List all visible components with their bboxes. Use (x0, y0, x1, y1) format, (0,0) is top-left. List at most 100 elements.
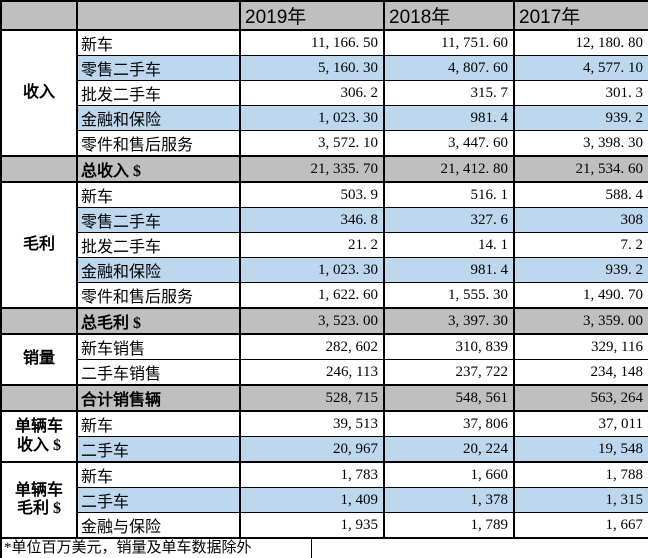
row-label[interactable]: 零售二手车 (76, 55, 241, 81)
corner-cell-label[interactable] (76, 0, 241, 31)
year-header-2018[interactable]: 2018年 (383, 0, 515, 31)
year-header-2017[interactable]: 2017年 (513, 0, 648, 31)
value-cell[interactable]: 4, 577. 10 (513, 55, 648, 81)
row-label[interactable]: 新车 (76, 29, 241, 56)
value-cell[interactable]: 1, 788 (513, 461, 648, 488)
table-row: 批发二手车 21. 2 14. 1 7. 2 (1, 232, 648, 258)
value-cell[interactable]: 1, 409 (239, 487, 385, 513)
value-cell[interactable]: 11, 166. 50 (239, 29, 385, 56)
value-cell[interactable]: 21. 2 (239, 232, 385, 258)
row-label[interactable]: 二手车 (76, 487, 241, 513)
section-spacer-cell[interactable] (0, 307, 78, 335)
row-label[interactable]: 新车 (76, 410, 241, 437)
value-cell[interactable]: 3, 523. 00 (239, 307, 385, 335)
value-cell[interactable]: 12, 180. 80 (513, 29, 648, 56)
value-cell[interactable]: 282, 602 (239, 333, 385, 360)
value-cell[interactable]: 37, 806 (383, 410, 515, 437)
value-cell[interactable]: 1, 660 (383, 461, 515, 488)
section-spacer-cell[interactable] (0, 155, 78, 183)
value-cell[interactable]: 4, 807. 60 (383, 55, 515, 81)
corner-cell-section[interactable] (0, 0, 78, 31)
financial-table: 2019年 2018年 2017年 收入 新车 11, 166. 50 11, 751… (0, 0, 648, 539)
value-cell[interactable]: 7. 2 (513, 232, 648, 258)
value-cell[interactable]: 1, 622. 60 (239, 282, 385, 309)
table-row: 二手车 1, 409 1, 378 1, 315 (1, 487, 648, 513)
row-label[interactable]: 合计销售辆 (76, 384, 241, 412)
value-cell[interactable]: 981. 4 (383, 105, 515, 131)
section-label[interactable]: 单辆车 收入 $ (0, 410, 78, 463)
value-cell[interactable]: 588. 4 (513, 181, 648, 208)
value-cell[interactable]: 37, 011 (513, 410, 648, 437)
value-cell[interactable]: 1, 555. 30 (383, 282, 515, 309)
value-cell[interactable]: 548, 561 (383, 384, 515, 412)
value-cell[interactable]: 20, 224 (383, 436, 515, 463)
value-cell[interactable]: 11, 751. 60 (383, 29, 515, 56)
value-cell[interactable]: 3, 359. 00 (513, 307, 648, 335)
table-row: 批发二手车 306. 2 315. 7 301. 3 (1, 80, 648, 106)
row-label[interactable]: 总毛利 $ (76, 307, 241, 335)
row-label[interactable]: 新车 (76, 461, 241, 488)
value-cell[interactable]: 1, 023. 30 (239, 257, 385, 283)
value-cell[interactable]: 237, 722 (383, 359, 515, 386)
value-cell[interactable]: 14. 1 (383, 232, 515, 258)
value-cell[interactable]: 39, 513 (239, 410, 385, 437)
value-cell[interactable]: 981. 4 (383, 257, 515, 283)
section-label[interactable]: 销量 (0, 333, 78, 386)
section-label[interactable]: 毛利 (0, 181, 78, 309)
year-header-2019[interactable]: 2019年 (239, 0, 385, 31)
value-cell[interactable]: 306. 2 (239, 80, 385, 106)
row-label[interactable]: 新车销售 (76, 333, 241, 360)
section-spacer-cell[interactable] (0, 384, 78, 412)
row-label[interactable]: 批发二手车 (76, 80, 241, 106)
value-cell[interactable]: 1, 378 (383, 487, 515, 513)
value-cell[interactable]: 21, 534. 60 (513, 155, 648, 183)
table-row: 单辆车 毛利 $ 新车 1, 783 1, 660 1, 788 (0, 461, 648, 539)
value-cell[interactable]: 234, 148 (513, 359, 648, 386)
value-cell[interactable]: 246, 113 (239, 359, 385, 386)
value-cell[interactable]: 329, 116 (513, 333, 648, 360)
row-label[interactable]: 二手车销售 (76, 359, 241, 386)
value-cell[interactable]: 503. 9 (239, 181, 385, 208)
value-cell[interactable]: 939. 2 (513, 257, 648, 283)
value-cell[interactable]: 20, 967 (239, 436, 385, 463)
row-label[interactable]: 二手车 (76, 436, 241, 463)
value-cell[interactable]: 315. 7 (383, 80, 515, 106)
value-cell[interactable]: 563, 264 (513, 384, 648, 412)
value-cell[interactable]: 1, 315 (513, 487, 648, 513)
value-cell[interactable]: 19, 548 (513, 436, 648, 463)
row-label[interactable]: 新车 (76, 181, 241, 208)
value-cell[interactable]: 3, 447. 60 (383, 130, 515, 157)
value-cell[interactable]: 301. 3 (513, 80, 648, 106)
value-cell[interactable]: 310, 839 (383, 333, 515, 360)
section-label[interactable]: 收入 (0, 29, 78, 157)
value-cell[interactable]: 939. 2 (513, 105, 648, 131)
value-cell[interactable]: 346. 8 (239, 207, 385, 233)
value-cell[interactable]: 3, 572. 10 (239, 130, 385, 157)
row-label[interactable]: 批发二手车 (76, 232, 241, 258)
table-row: 零售二手车 5, 160. 30 4, 807. 60 4, 577. 10 (1, 55, 648, 81)
row-label[interactable]: 金融与保险 (76, 512, 241, 539)
value-cell[interactable]: 3, 397. 30 (383, 307, 515, 335)
value-cell[interactable]: 1, 490. 70 (513, 282, 648, 309)
value-cell[interactable]: 308 (513, 207, 648, 233)
section-label[interactable]: 单辆车 毛利 $ (0, 461, 78, 539)
row-label[interactable]: 金融和保险 (76, 105, 241, 131)
row-label[interactable]: 零件和售后服务 (76, 282, 241, 309)
row-label[interactable]: 零售二手车 (76, 207, 241, 233)
value-cell[interactable]: 5, 160. 30 (239, 55, 385, 81)
value-cell[interactable]: 1, 783 (239, 461, 385, 488)
row-label[interactable]: 总收入 $ (76, 155, 241, 183)
value-cell[interactable]: 1, 935 (239, 512, 385, 539)
row-label[interactable]: 金融和保险 (76, 257, 241, 283)
value-cell[interactable]: 21, 335. 70 (239, 155, 385, 183)
value-cell[interactable]: 21, 412. 80 (383, 155, 515, 183)
footnote-cell[interactable]: *单位百万美元，销量及单车数据除外 (0, 539, 312, 558)
value-cell[interactable]: 516. 1 (383, 181, 515, 208)
value-cell[interactable]: 3, 398. 30 (513, 130, 648, 157)
row-label[interactable]: 零件和售后服务 (76, 130, 241, 157)
value-cell[interactable]: 1, 023. 30 (239, 105, 385, 131)
value-cell[interactable]: 528, 715 (239, 384, 385, 412)
value-cell[interactable]: 1, 789 (383, 512, 515, 539)
value-cell[interactable]: 1, 667 (513, 512, 648, 539)
value-cell[interactable]: 327. 6 (383, 207, 515, 233)
